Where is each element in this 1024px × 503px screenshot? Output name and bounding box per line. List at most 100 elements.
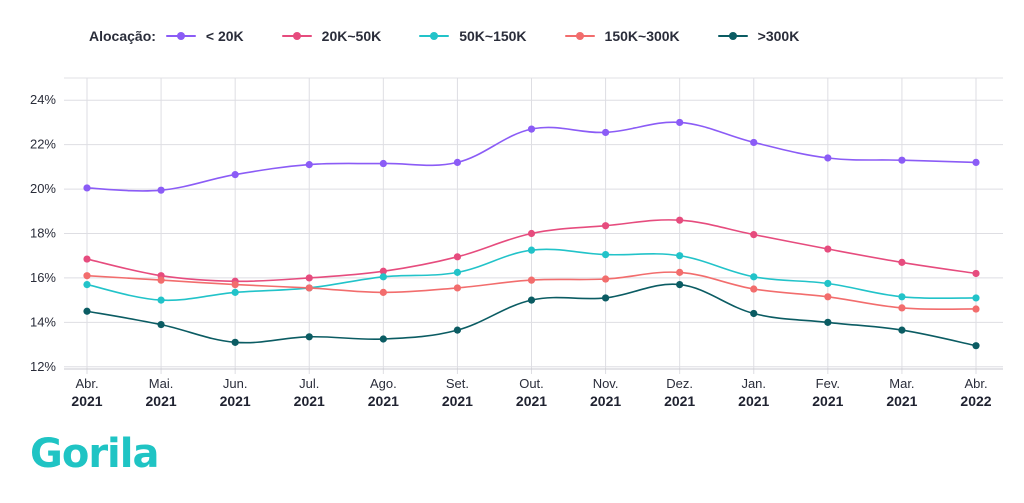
data-point <box>231 288 239 296</box>
data-point <box>676 216 684 224</box>
data-point <box>824 318 832 326</box>
data-point <box>231 338 239 346</box>
legend-swatch <box>165 30 196 42</box>
data-point <box>601 222 610 230</box>
data-point <box>527 276 536 284</box>
x-tick-label-month: Jan. <box>741 376 766 391</box>
data-point <box>305 161 313 169</box>
x-tick-label-month: Nov. <box>593 376 619 391</box>
x-tick-label-month: Jul. <box>299 376 319 391</box>
x-tick-label-year: 2021 <box>886 393 917 409</box>
data-point <box>453 268 462 276</box>
x-tick-label-year: 2021 <box>220 393 251 409</box>
data-point <box>750 138 758 147</box>
x-tick-label-year: 2021 <box>516 393 547 409</box>
data-point <box>527 125 536 133</box>
x-tick-label-year: 2021 <box>664 393 695 409</box>
x-tick-label-year: 2021 <box>738 393 769 409</box>
data-point <box>898 326 906 334</box>
x-tick-label-month: Abr. <box>75 376 98 391</box>
data-point <box>676 118 684 127</box>
data-point <box>898 304 906 312</box>
legend-swatch <box>717 30 748 42</box>
x-tick-label-year: 2021 <box>590 393 621 409</box>
data-point <box>601 128 610 137</box>
x-tick-label-month: Dez. <box>666 376 693 391</box>
data-point <box>83 184 91 192</box>
data-point <box>305 274 313 282</box>
x-tick-label-month: Abr. <box>964 376 987 391</box>
x-tick-label-month: Mai. <box>149 376 174 391</box>
data-point <box>898 156 906 164</box>
x-tick-label-year: 2021 <box>442 393 473 409</box>
data-point <box>305 284 313 292</box>
data-point <box>972 269 980 278</box>
data-point <box>83 280 91 289</box>
data-point <box>601 294 610 302</box>
data-point <box>824 293 832 301</box>
data-point <box>898 258 906 266</box>
data-point <box>601 275 610 283</box>
brand-logo: Gorila <box>30 431 159 477</box>
x-tick-label-month: Out. <box>519 376 544 391</box>
data-point <box>453 284 462 292</box>
legend-swatch <box>564 30 595 42</box>
y-tick-label: 12% <box>30 359 56 374</box>
data-point <box>824 245 832 253</box>
y-tick-label: 22% <box>30 137 56 152</box>
data-point <box>379 267 387 275</box>
data-point <box>676 280 684 289</box>
data-point <box>305 333 313 341</box>
data-point <box>676 252 684 260</box>
data-point <box>824 279 832 288</box>
data-point <box>453 326 462 334</box>
legend-label: >300K <box>757 28 800 44</box>
data-point <box>157 276 165 284</box>
x-tick-label-month: Ago. <box>370 376 397 391</box>
x-tick-label-year: 2021 <box>294 393 325 409</box>
data-point <box>157 320 165 329</box>
y-tick-label: 14% <box>30 314 56 329</box>
data-point <box>972 342 980 350</box>
data-point <box>157 186 165 194</box>
x-tick-label-month: Set. <box>446 376 469 391</box>
data-point <box>750 231 758 239</box>
x-tick-label-year: 2022 <box>960 393 991 409</box>
data-point <box>972 305 980 313</box>
data-point <box>527 229 536 238</box>
line-chart: 12% 14% 16% 18% 20% 22% 24% Abr. 2021 Mai. 2021 Jun… <box>30 77 1003 409</box>
y-tick-label: 18% <box>30 225 56 240</box>
data-point <box>231 171 239 179</box>
data-point <box>750 285 758 293</box>
legend-swatch <box>281 30 312 42</box>
x-tick-label-year: 2021 <box>146 393 177 409</box>
data-point <box>972 158 980 167</box>
x-tick-label-year: 2021 <box>71 393 102 409</box>
data-point <box>379 288 387 296</box>
chart-legend: Alocação: < 20K 20K~50K 50K~150K 150K~300K >… <box>89 22 837 50</box>
legend-item: 150K~300K <box>564 28 680 44</box>
data-point <box>379 159 387 168</box>
y-tick-label: 16% <box>30 270 56 285</box>
data-point <box>453 253 462 261</box>
data-point <box>898 293 906 301</box>
x-tick-label-month: Mar. <box>889 376 914 391</box>
legend-label: 50K~150K <box>459 28 527 44</box>
legend-item: 20K~50K <box>281 28 381 44</box>
legend-item: < 20K <box>165 28 244 44</box>
data-point <box>824 154 832 162</box>
data-point <box>750 273 758 281</box>
data-point <box>453 158 462 167</box>
legend-label: < 20K <box>205 28 244 44</box>
data-point <box>527 296 536 304</box>
x-tick-label-year: 2021 <box>812 393 843 409</box>
data-point <box>379 273 387 281</box>
data-point <box>379 335 387 343</box>
data-point <box>83 307 91 315</box>
data-point <box>231 280 239 289</box>
data-point <box>601 250 610 259</box>
x-tick-label-month: Jun. <box>223 376 248 391</box>
data-point <box>676 268 684 276</box>
y-tick-label: 20% <box>30 181 56 196</box>
data-point <box>527 246 536 254</box>
